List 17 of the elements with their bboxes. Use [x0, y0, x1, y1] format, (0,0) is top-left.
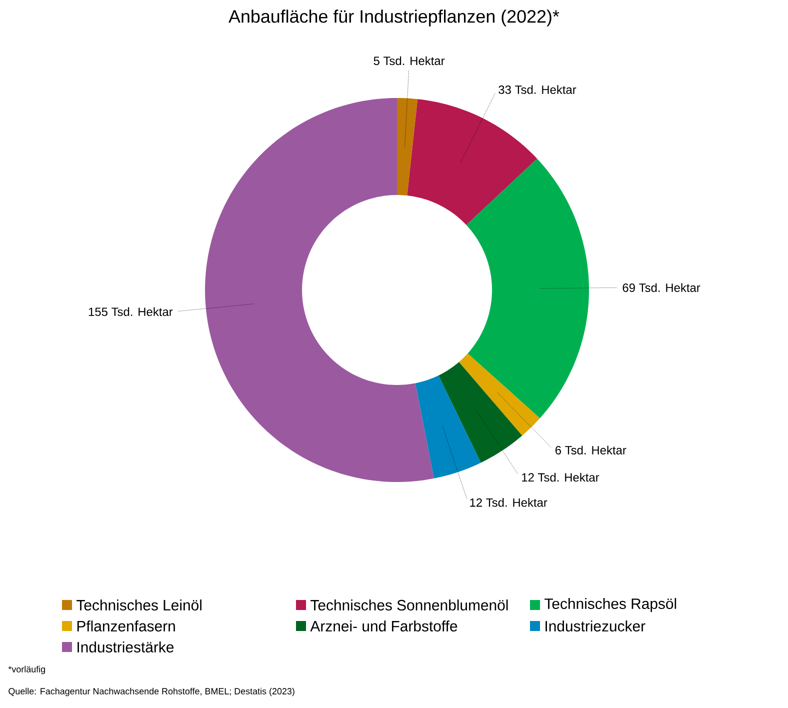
data-label: 12 Tsd. Hektar	[470, 498, 548, 507]
legend-label: Technisches Leinöl	[76, 600, 202, 610]
data-label: 69 Tsd. Hektar	[622, 283, 700, 292]
chart-title: Anbaufläche für Industriepflanzen (2022)*	[228, 10, 560, 26]
data-label: 6 Tsd. Hektar	[555, 446, 626, 454]
data-label: 5 Tsd. Hektar	[374, 56, 445, 66]
data-label: 12 Tsd. Hektar	[522, 472, 600, 482]
data-label: 33 Tsd. Hektar	[498, 85, 576, 94]
source-note: Quelle: Fachagentur Nachwachsende Rohstoffe, BMEL; Destatis (2023)	[8, 688, 294, 696]
data-label: 155 Tsd. Hektar	[88, 307, 173, 316]
text: *vorläufig	[8, 666, 45, 674]
legend-label: Pflanzenfasern	[77, 620, 175, 632]
legend-label: Industriezucker	[546, 620, 646, 632]
legend-label: Technisches Rapsöl	[544, 598, 676, 612]
legend-label: Technisches Sonnenblumenöl	[310, 600, 508, 610]
legend-label: Arznei- und Farbstoffe	[310, 620, 458, 632]
legend-label: Industriestärke	[78, 642, 174, 652]
